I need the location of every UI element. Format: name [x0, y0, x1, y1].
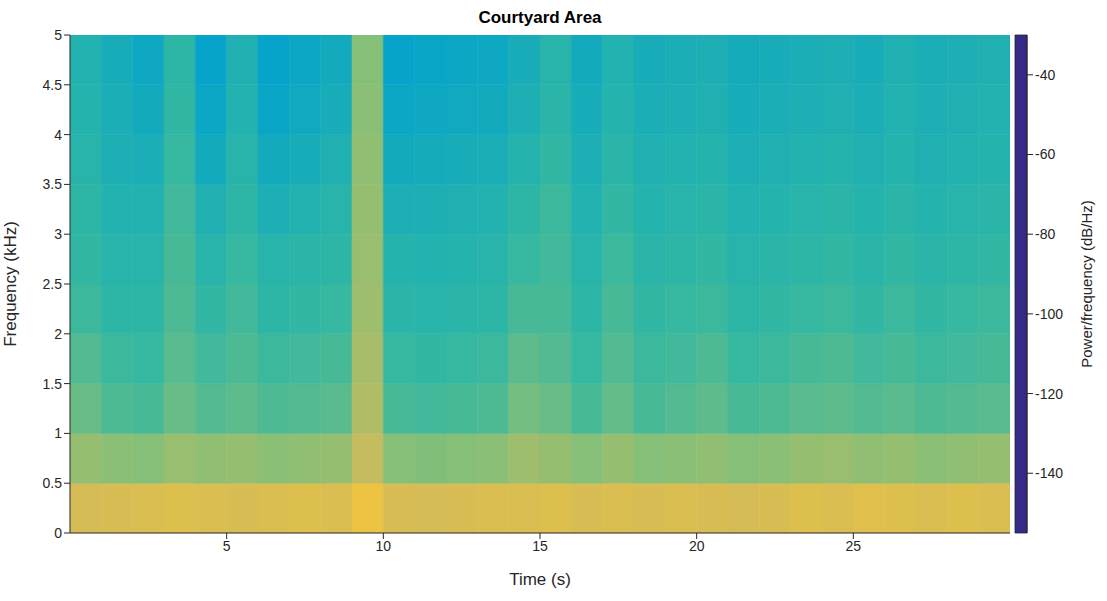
svg-text:15: 15 — [532, 538, 548, 554]
svg-text:-60: -60 — [1035, 146, 1055, 162]
svg-text:4.5: 4.5 — [43, 77, 63, 93]
svg-text:3: 3 — [54, 226, 62, 242]
svg-text:0: 0 — [54, 525, 62, 541]
svg-text:-100: -100 — [1035, 306, 1063, 322]
svg-text:-120: -120 — [1035, 386, 1063, 402]
svg-text:1.5: 1.5 — [43, 376, 63, 392]
svg-text:10: 10 — [376, 538, 392, 554]
svg-text:-40: -40 — [1035, 67, 1055, 83]
svg-text:20: 20 — [689, 538, 705, 554]
svg-text:5: 5 — [223, 538, 231, 554]
svg-text:3.5: 3.5 — [43, 176, 63, 192]
svg-text:2: 2 — [54, 326, 62, 342]
svg-text:4: 4 — [54, 127, 62, 143]
svg-text:-80: -80 — [1035, 226, 1055, 242]
svg-text:2.5: 2.5 — [43, 276, 63, 292]
svg-text:0.5: 0.5 — [43, 475, 63, 491]
svg-text:-140: -140 — [1035, 465, 1063, 481]
svg-text:5: 5 — [54, 27, 62, 43]
svg-text:25: 25 — [846, 538, 862, 554]
html-text:Courtyard Area: Courtyard Area — [478, 8, 602, 27]
svg-text:Frequency (kHz): Frequency (kHz) — [1, 221, 20, 347]
svg-text:Time (s): Time (s) — [509, 570, 571, 589]
html-text:Power/frequency (dB/Hz): Power/frequency (dB/Hz) — [1077, 200, 1095, 368]
svg-text:1: 1 — [54, 425, 62, 441]
